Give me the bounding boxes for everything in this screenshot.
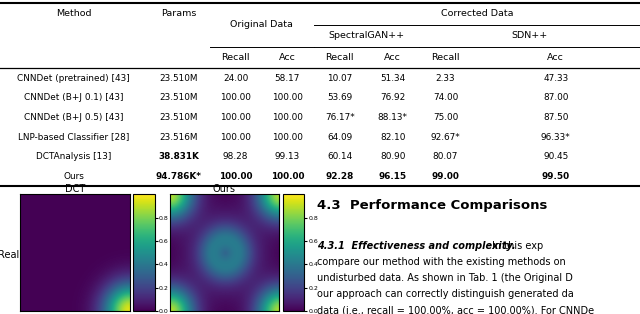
Text: 100.00: 100.00 — [272, 133, 303, 142]
Text: 99.00: 99.00 — [431, 172, 460, 181]
Text: 76.92: 76.92 — [380, 93, 405, 102]
Text: 80.07: 80.07 — [433, 152, 458, 161]
Text: CNNDet (B+J 0.5) [43]: CNNDet (B+J 0.5) [43] — [24, 113, 124, 122]
Text: 23.510M: 23.510M — [159, 73, 198, 83]
Text: our approach can correctly distinguish generated da: our approach can correctly distinguish g… — [317, 289, 574, 299]
Text: Recall: Recall — [221, 53, 250, 62]
Text: Recall: Recall — [431, 53, 460, 62]
Text: Params: Params — [161, 9, 196, 19]
Text: 64.09: 64.09 — [327, 133, 353, 142]
Text: 99.50: 99.50 — [542, 172, 570, 181]
Text: data (i.e., recall = 100.00%, acc = 100.00%). For CNNDe: data (i.e., recall = 100.00%, acc = 100.… — [317, 305, 595, 314]
Text: Corrected Data: Corrected Data — [440, 9, 513, 19]
Text: 10.07: 10.07 — [327, 73, 353, 83]
Text: 80.90: 80.90 — [380, 152, 405, 161]
Text: 100.00: 100.00 — [271, 172, 304, 181]
Text: Acc: Acc — [547, 53, 564, 62]
Text: 87.00: 87.00 — [543, 93, 568, 102]
Text: 88.13*: 88.13* — [378, 113, 408, 122]
Text: 90.45: 90.45 — [543, 152, 568, 161]
Text: 4.3  Performance Comparisons: 4.3 Performance Comparisons — [317, 199, 548, 212]
Text: 2.33: 2.33 — [436, 73, 455, 83]
Title: DCT: DCT — [65, 184, 85, 194]
Text: 94.786K*: 94.786K* — [156, 172, 202, 181]
Text: 100.00: 100.00 — [220, 133, 251, 142]
Text: DCTAnalysis [13]: DCTAnalysis [13] — [36, 152, 111, 161]
Text: 23.510M: 23.510M — [159, 93, 198, 102]
Text: Acc: Acc — [384, 53, 401, 62]
Text: 99.13: 99.13 — [275, 152, 300, 161]
Text: 96.33*: 96.33* — [541, 133, 571, 142]
Text: 100.00: 100.00 — [272, 113, 303, 122]
Text: CNNDet (B+J 0.1) [43]: CNNDet (B+J 0.1) [43] — [24, 93, 124, 102]
Text: Recall: Recall — [326, 53, 354, 62]
Text: undisturbed data. As shown in Tab. 1 (the Original D: undisturbed data. As shown in Tab. 1 (th… — [317, 273, 573, 283]
Text: Acc: Acc — [279, 53, 296, 62]
Text: 74.00: 74.00 — [433, 93, 458, 102]
Text: 38.831K: 38.831K — [158, 152, 199, 161]
Text: 24.00: 24.00 — [223, 73, 248, 83]
Text: Method: Method — [56, 9, 92, 19]
Text: 75.00: 75.00 — [433, 113, 458, 122]
Text: 92.67*: 92.67* — [431, 133, 460, 142]
Text: CNNDet (pretrained) [43]: CNNDet (pretrained) [43] — [17, 73, 130, 83]
Text: 47.33: 47.33 — [543, 73, 568, 83]
Text: 76.17*: 76.17* — [325, 113, 355, 122]
Text: 100.00: 100.00 — [272, 93, 303, 102]
Text: LNP-based Classifier [28]: LNP-based Classifier [28] — [18, 133, 129, 142]
Text: compare our method with the existing methods on: compare our method with the existing met… — [317, 257, 566, 267]
Text: 100.00: 100.00 — [219, 172, 252, 181]
Text: 23.510M: 23.510M — [159, 113, 198, 122]
Text: 58.17: 58.17 — [275, 73, 300, 83]
Text: 98.28: 98.28 — [223, 152, 248, 161]
Text: Real: Real — [0, 250, 19, 260]
Text: 23.516M: 23.516M — [159, 133, 198, 142]
Text: 87.50: 87.50 — [543, 113, 568, 122]
Text: 92.28: 92.28 — [326, 172, 354, 181]
Text: In this exp: In this exp — [492, 241, 543, 251]
Text: Original Data: Original Data — [230, 20, 293, 29]
Text: 100.00: 100.00 — [220, 113, 251, 122]
Text: 96.15: 96.15 — [379, 172, 406, 181]
Text: SpectralGAN++: SpectralGAN++ — [328, 31, 404, 40]
Text: SDN++: SDN++ — [511, 31, 548, 40]
Text: 82.10: 82.10 — [380, 133, 405, 142]
Title: Ours: Ours — [213, 184, 236, 194]
Text: 4.3.1  Effectiveness and complexity.: 4.3.1 Effectiveness and complexity. — [317, 241, 516, 251]
Text: 60.14: 60.14 — [327, 152, 353, 161]
Text: 100.00: 100.00 — [220, 93, 251, 102]
Text: 53.69: 53.69 — [327, 93, 353, 102]
Text: 51.34: 51.34 — [380, 73, 405, 83]
Text: Ours: Ours — [63, 172, 84, 181]
